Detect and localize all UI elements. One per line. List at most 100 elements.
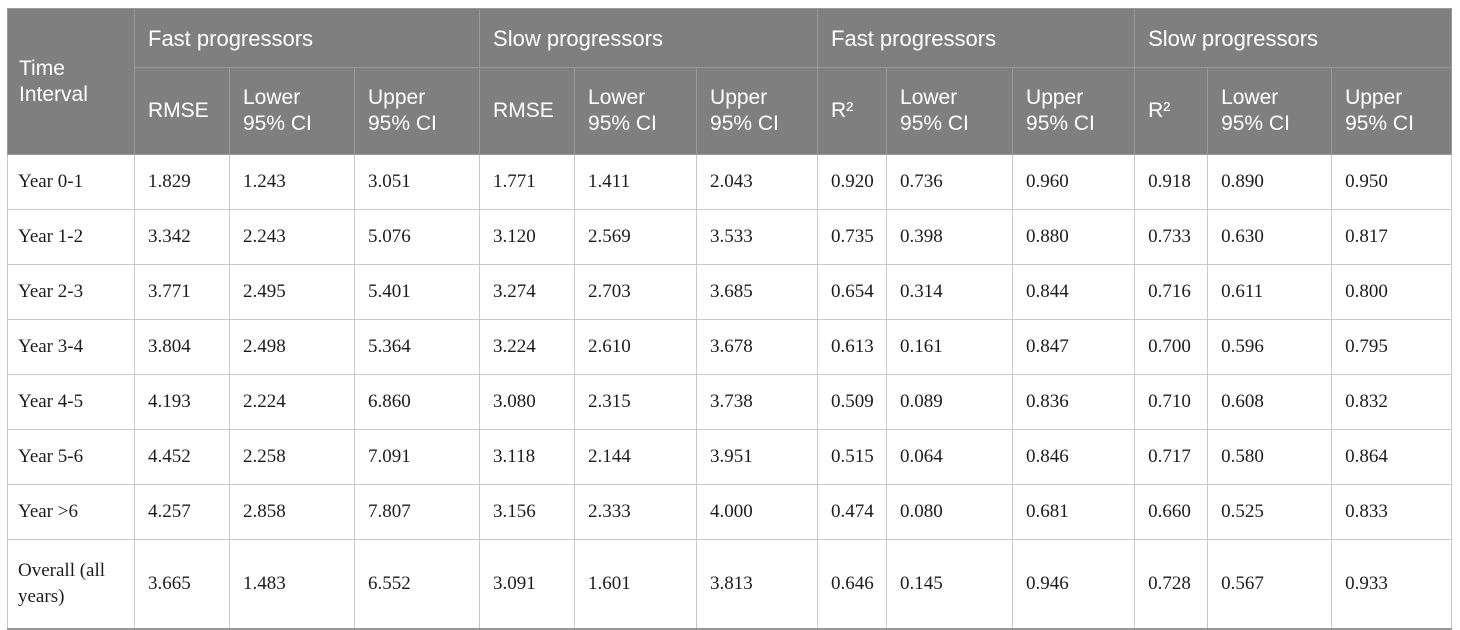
data-cell: 0.710 [1134,374,1209,430]
data-cell: 4.000 [696,484,819,540]
data-cell: 0.580 [1207,429,1333,485]
data-cell: 2.569 [574,209,698,265]
data-cell: 0.836 [1012,374,1136,430]
data-cell: 0.800 [1331,264,1453,320]
data-cell: 3.813 [696,539,819,630]
data-cell: 0.890 [1207,154,1333,210]
data-cell: 0.525 [1207,484,1333,540]
row-label: Year 0-1 [7,154,135,210]
table-row: Year 2-3 3.771 2.495 5.401 3.274 2.703 3.685 0.… [7,264,1453,320]
data-cell: 0.314 [886,264,1014,320]
row-label: Year 3-4 [7,319,135,375]
data-cell: 0.700 [1134,319,1209,375]
subheader-upper-ci: Upper 95% CI [1331,67,1453,155]
data-cell: 0.833 [1331,484,1453,540]
data-cell: 2.243 [229,209,355,265]
data-cell: 5.364 [353,319,481,375]
data-cell: 0.145 [886,539,1014,630]
data-cell: 3.274 [479,264,576,320]
data-cell: 4.257 [134,484,230,540]
data-cell: 0.089 [886,374,1014,430]
data-cell: 6.552 [353,539,481,630]
data-cell: 3.533 [696,209,819,265]
subheader-rmse: RMSE [134,67,230,155]
data-cell: 0.736 [886,154,1014,210]
data-cell: 0.832 [1331,374,1453,430]
data-cell: 6.860 [353,374,481,430]
row-label: Year 5-6 [7,429,135,485]
table-row: Year 4-5 4.193 2.224 6.860 3.080 2.315 3.738 0.… [7,374,1453,430]
data-cell: 0.660 [1134,484,1209,540]
data-cell: 3.771 [134,264,230,320]
data-cell: 0.161 [886,319,1014,375]
data-cell: 3.685 [696,264,819,320]
data-cell: 1.601 [574,539,698,630]
data-cell: 0.611 [1207,264,1333,320]
subheader-r2: R² [1134,67,1209,155]
subheader-lower-ci: Lower 95% CI [1207,67,1333,155]
data-cell: 2.043 [696,154,819,210]
group-header-slow-progressors-r2: Slow progressors [1134,8,1453,68]
data-cell: 2.224 [229,374,355,430]
data-cell: 4.452 [134,429,230,485]
row-label: Year >6 [7,484,135,540]
data-cell: 2.610 [574,319,698,375]
data-cell: 3.951 [696,429,819,485]
data-cell: 4.193 [134,374,230,430]
data-cell: 0.846 [1012,429,1136,485]
data-cell: 0.080 [886,484,1014,540]
subheader-upper-ci: Upper 95% CI [353,67,481,155]
data-cell: 0.064 [886,429,1014,485]
table-header: Time Interval Fast progressors Slow prog… [7,8,1453,155]
data-cell: 0.681 [1012,484,1136,540]
data-cell: 0.474 [817,484,888,540]
data-cell: 0.795 [1331,319,1453,375]
data-cell: 3.080 [479,374,576,430]
subcolumn-header-row: RMSE Lower 95% CI Upper 95% CI RMSE Lowe… [8,67,1453,155]
data-cell: 0.817 [1331,209,1453,265]
subheader-upper-ci: Upper 95% CI [696,67,819,155]
data-cell: 0.509 [817,374,888,430]
data-cell: 3.118 [479,429,576,485]
subheader-lower-ci: Lower 95% CI [229,67,355,155]
data-cell: 0.880 [1012,209,1136,265]
table-body: Year 0-1 1.829 1.243 3.051 1.771 1.411 2.043 0.… [7,154,1453,630]
data-cell: 3.738 [696,374,819,430]
time-interval-header: Time Interval [7,8,135,155]
data-cell: 1.829 [134,154,230,210]
data-cell: 0.735 [817,209,888,265]
data-cell: 0.960 [1012,154,1136,210]
subheader-lower-ci: Lower 95% CI [574,67,698,155]
subheader-rmse: RMSE [479,67,576,155]
data-cell: 2.144 [574,429,698,485]
data-cell: 0.950 [1331,154,1453,210]
data-cell: 3.678 [696,319,819,375]
data-cell: 1.243 [229,154,355,210]
data-cell: 0.630 [1207,209,1333,265]
data-cell: 0.613 [817,319,888,375]
data-cell: 0.844 [1012,264,1136,320]
data-cell: 5.401 [353,264,481,320]
data-cell: 0.646 [817,539,888,630]
data-cell: 2.315 [574,374,698,430]
group-header-row: Time Interval Fast progressors Slow prog… [7,8,1453,155]
data-cell: 2.703 [574,264,698,320]
data-cell: 3.665 [134,539,230,630]
subheader-upper-ci: Upper 95% CI [1012,67,1136,155]
data-cell: 1.411 [574,154,698,210]
table-row: Year 1-2 3.342 2.243 5.076 3.120 2.569 3.533 0.… [7,209,1453,265]
data-cell: 2.333 [574,484,698,540]
row-label: Overall (all years) [7,539,135,630]
data-cell: 2.498 [229,319,355,375]
data-cell: 0.654 [817,264,888,320]
data-cell: 3.156 [479,484,576,540]
data-cell: 2.258 [229,429,355,485]
data-cell: 0.918 [1134,154,1209,210]
data-cell: 1.771 [479,154,576,210]
data-cell: 0.716 [1134,264,1209,320]
row-label: Year 1-2 [7,209,135,265]
data-cell: 3.120 [479,209,576,265]
data-cell: 5.076 [353,209,481,265]
data-cell: 0.920 [817,154,888,210]
